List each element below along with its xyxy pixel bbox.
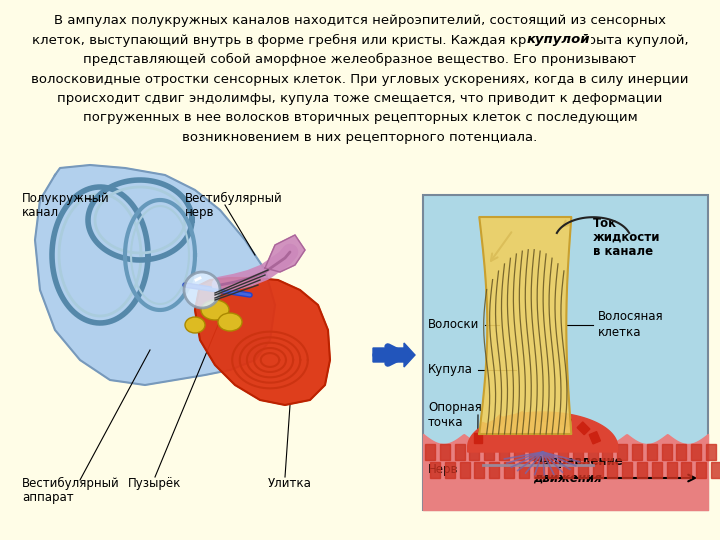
Text: точка: точка bbox=[428, 416, 464, 429]
Polygon shape bbox=[593, 462, 603, 478]
Polygon shape bbox=[696, 462, 706, 478]
Polygon shape bbox=[499, 444, 509, 460]
Text: Волоски: Волоски bbox=[428, 319, 480, 332]
Text: купулой: купулой bbox=[527, 33, 590, 46]
Polygon shape bbox=[637, 462, 647, 478]
Text: клетка: клетка bbox=[598, 327, 642, 340]
Polygon shape bbox=[489, 462, 499, 478]
Bar bbox=[479, 422, 490, 435]
Polygon shape bbox=[632, 444, 642, 460]
Polygon shape bbox=[544, 444, 553, 460]
Text: движения: движения bbox=[533, 471, 602, 484]
Text: В ампулах полукружных каналов находится нейроэпителий, состоящий из сенсорных: В ампулах полукружных каналов находится … bbox=[54, 14, 666, 27]
Bar bbox=[589, 431, 600, 444]
Text: Вестибулярный: Вестибулярный bbox=[185, 192, 283, 205]
Text: Волосяная: Волосяная bbox=[598, 310, 664, 323]
Text: происходит сдвиг эндолимфы, купула тоже смещается, что приводит к деформации: происходит сдвиг эндолимфы, купула тоже … bbox=[58, 92, 662, 105]
Polygon shape bbox=[667, 462, 677, 478]
FancyBboxPatch shape bbox=[423, 195, 708, 510]
Bar bbox=[492, 415, 505, 428]
Polygon shape bbox=[691, 444, 701, 460]
Polygon shape bbox=[430, 462, 440, 478]
Polygon shape bbox=[195, 278, 330, 405]
Polygon shape bbox=[474, 462, 485, 478]
Polygon shape bbox=[469, 444, 480, 460]
Polygon shape bbox=[652, 462, 662, 478]
Polygon shape bbox=[588, 444, 598, 460]
Text: погруженных в нее волосков вторичных рецепторных клеток с последующим: погруженных в нее волосков вторичных рец… bbox=[83, 111, 637, 125]
Ellipse shape bbox=[218, 313, 242, 331]
Text: канал: канал bbox=[22, 206, 59, 219]
Polygon shape bbox=[603, 444, 613, 460]
Polygon shape bbox=[484, 444, 494, 460]
Text: аппарат: аппарат bbox=[22, 491, 73, 504]
Text: нерв: нерв bbox=[185, 206, 215, 219]
Text: Полукружный: Полукружный bbox=[22, 192, 109, 205]
Text: волосковидные отростки сенсорных клеток. При угловых ускорениях, когда в силу ин: волосковидные отростки сенсорных клеток.… bbox=[31, 72, 689, 85]
Text: Направление: Направление bbox=[533, 456, 624, 469]
Ellipse shape bbox=[201, 300, 229, 320]
Text: Вестибулярный: Вестибулярный bbox=[22, 477, 120, 490]
Polygon shape bbox=[706, 444, 716, 460]
Polygon shape bbox=[622, 462, 632, 478]
Polygon shape bbox=[578, 462, 588, 478]
Text: возникновением в них рецепторного потенциала.: возникновением в них рецепторного потенц… bbox=[182, 131, 538, 144]
Polygon shape bbox=[445, 462, 455, 478]
Text: Купула: Купула bbox=[428, 363, 473, 376]
Polygon shape bbox=[440, 444, 450, 460]
Text: Опорная: Опорная bbox=[428, 401, 482, 414]
Text: Нерв: Нерв bbox=[428, 463, 459, 476]
Polygon shape bbox=[617, 444, 627, 460]
Polygon shape bbox=[573, 444, 583, 460]
Bar bbox=[513, 411, 526, 423]
Polygon shape bbox=[608, 462, 618, 478]
Polygon shape bbox=[528, 444, 539, 460]
Polygon shape bbox=[558, 444, 568, 460]
Polygon shape bbox=[549, 462, 558, 478]
Polygon shape bbox=[35, 165, 275, 385]
Circle shape bbox=[184, 272, 220, 308]
Text: Ток: Ток bbox=[593, 217, 617, 230]
Polygon shape bbox=[425, 444, 435, 460]
Ellipse shape bbox=[185, 317, 205, 333]
Polygon shape bbox=[534, 462, 544, 478]
Polygon shape bbox=[373, 343, 415, 367]
Polygon shape bbox=[711, 462, 720, 478]
Polygon shape bbox=[514, 444, 523, 460]
Polygon shape bbox=[480, 217, 571, 434]
Polygon shape bbox=[468, 412, 618, 452]
Polygon shape bbox=[504, 462, 514, 478]
Polygon shape bbox=[681, 462, 691, 478]
Bar bbox=[559, 415, 572, 427]
Text: представляющей собой аморфное желеобразное вещество. Его пронизывают: представляющей собой аморфное желеобразн… bbox=[84, 53, 636, 66]
Polygon shape bbox=[518, 462, 528, 478]
Bar bbox=[577, 422, 590, 435]
Text: клеток, выступающий внутрь в форме гребня или кристы. Каждая криста покрыта купу: клеток, выступающий внутрь в форме гребн… bbox=[32, 33, 688, 46]
Text: Пузырёк: Пузырёк bbox=[128, 477, 181, 490]
Polygon shape bbox=[647, 444, 657, 460]
Polygon shape bbox=[662, 444, 672, 460]
Polygon shape bbox=[459, 462, 469, 478]
Text: в канале: в канале bbox=[593, 245, 653, 258]
Polygon shape bbox=[454, 444, 464, 460]
Text: Улитка: Улитка bbox=[268, 477, 312, 490]
Text: жидкости: жидкости bbox=[593, 231, 660, 244]
Bar bbox=[538, 413, 548, 421]
Polygon shape bbox=[676, 444, 686, 460]
Polygon shape bbox=[265, 235, 305, 272]
Bar bbox=[474, 433, 482, 443]
Polygon shape bbox=[563, 462, 573, 478]
